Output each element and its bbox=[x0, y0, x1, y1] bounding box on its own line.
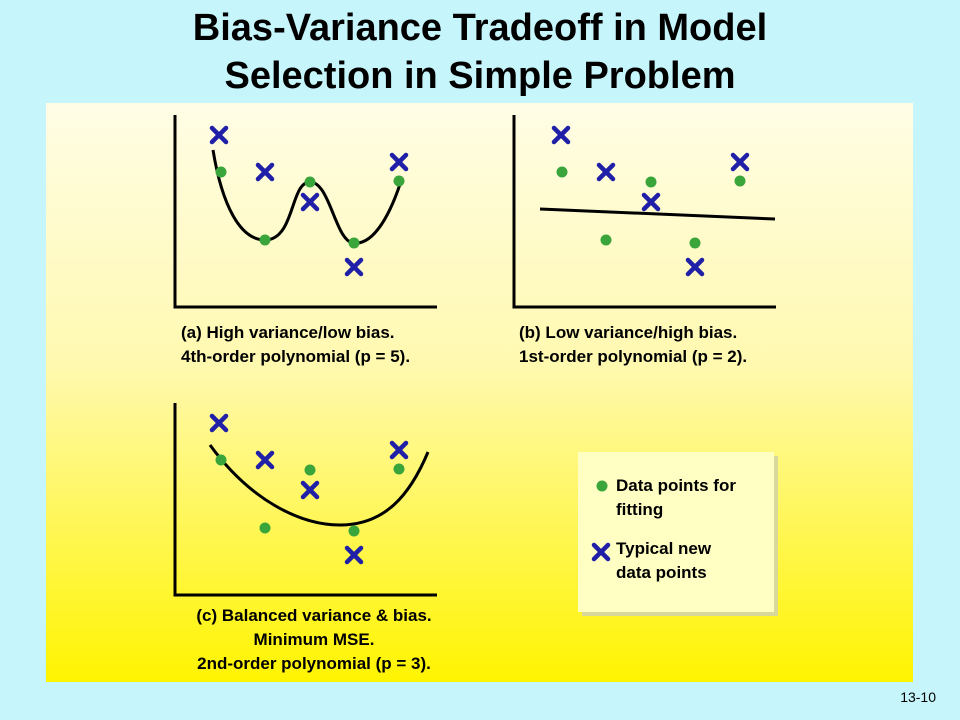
plot-c-curve bbox=[208, 444, 430, 527]
plot-a bbox=[173, 115, 437, 309]
legend-fit-label: Data points for fitting bbox=[616, 474, 736, 522]
legend-x-icon bbox=[591, 542, 611, 562]
fit-point bbox=[215, 454, 227, 466]
new-point bbox=[303, 195, 317, 209]
new-point bbox=[392, 155, 406, 169]
fit-point bbox=[689, 237, 701, 249]
caption-c-line-1: (c) Balanced variance & bias. bbox=[196, 606, 432, 625]
caption-b: (b) Low variance/high bias. 1st-order po… bbox=[519, 321, 747, 369]
legend-new-line-2: data points bbox=[616, 563, 707, 582]
new-point bbox=[688, 260, 702, 274]
caption-a-line-1: (a) High variance/low bias. bbox=[181, 323, 395, 342]
fit-point bbox=[259, 522, 271, 534]
fit-point bbox=[304, 176, 316, 188]
fit-point bbox=[600, 234, 612, 246]
fit-point bbox=[645, 176, 657, 188]
caption-b-line-1: (b) Low variance/high bias. bbox=[519, 323, 738, 342]
fit-point bbox=[259, 234, 271, 246]
fit-point bbox=[556, 166, 568, 178]
caption-a-line-2: 4th-order polynomial (p = 5). bbox=[181, 347, 411, 366]
new-point bbox=[212, 128, 226, 142]
caption-a: (a) High variance/low bias. 4th-order po… bbox=[181, 321, 410, 369]
plot-b bbox=[512, 115, 776, 309]
fit-point bbox=[304, 464, 316, 476]
legend-new-line-1: Typical new bbox=[616, 539, 712, 558]
page-number: 13-10 bbox=[900, 689, 936, 705]
plot-a-axes bbox=[173, 115, 437, 309]
caption-b-line-2: 1st-order polynomial (p = 2). bbox=[519, 347, 748, 366]
caption-c: (c) Balanced variance & bias. Minimum MS… bbox=[174, 604, 454, 676]
fit-point bbox=[348, 237, 360, 249]
fit-point bbox=[215, 166, 227, 178]
plot-c bbox=[173, 403, 437, 597]
new-point bbox=[258, 453, 272, 467]
legend-dot-icon bbox=[596, 480, 608, 492]
new-point bbox=[554, 128, 568, 142]
plot-b-line bbox=[539, 207, 776, 221]
legend-box: Data points for fitting Typical new data… bbox=[578, 452, 774, 612]
slide-title: Bias-Variance Tradeoff in Model Selectio… bbox=[0, 4, 960, 100]
new-point bbox=[347, 548, 361, 562]
new-point bbox=[644, 195, 658, 209]
plot-c-axes bbox=[173, 403, 437, 597]
legend-fit-line-2: fitting bbox=[616, 500, 664, 519]
new-point bbox=[212, 416, 226, 430]
fit-point bbox=[348, 525, 360, 537]
new-point bbox=[258, 165, 272, 179]
legend-fit-line-1: Data points for bbox=[616, 476, 736, 495]
new-point bbox=[303, 483, 317, 497]
new-point bbox=[599, 165, 613, 179]
title-line-2: Selection in Simple Problem bbox=[224, 55, 736, 97]
fit-point bbox=[393, 463, 405, 475]
title-line-1: Bias-Variance Tradeoff in Model bbox=[192, 7, 768, 49]
caption-c-line-3: 2nd-order polynomial (p = 3). bbox=[197, 654, 431, 673]
fit-point bbox=[393, 175, 405, 187]
plot-b-axes bbox=[512, 115, 776, 309]
fit-point bbox=[734, 175, 746, 187]
caption-c-line-2: Minimum MSE. bbox=[253, 630, 375, 649]
legend-new-label: Typical new data points bbox=[616, 537, 711, 585]
new-point bbox=[347, 260, 361, 274]
new-point bbox=[733, 155, 747, 169]
new-point bbox=[392, 443, 406, 457]
